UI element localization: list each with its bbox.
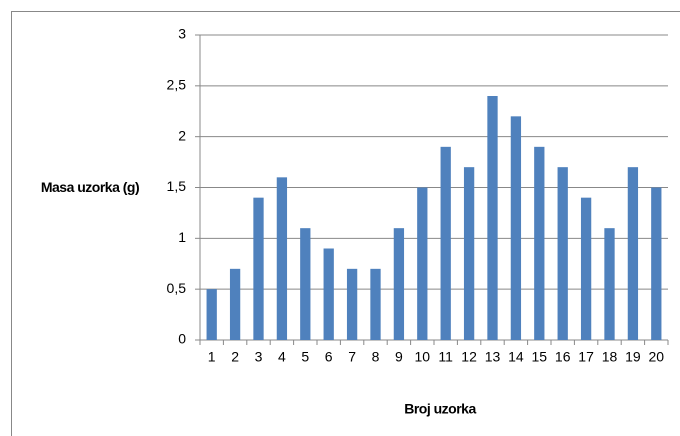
x-tick-label: 16 [555,349,571,365]
bar [370,268,381,340]
x-tick-label: 4 [278,349,286,365]
chart-border [11,11,680,436]
bar [651,187,662,340]
x-tick-label: 14 [508,349,524,365]
y-tick-label: 2 [178,127,186,143]
y-tick-label: 3 [178,26,186,42]
x-tick-label: 5 [301,349,309,365]
x-tick-label: 10 [415,349,431,365]
x-tick-label: 1 [208,349,216,365]
y-tick-label: 1,5 [167,178,187,194]
bar [253,197,264,340]
y-tick-label: 2,5 [167,77,187,93]
x-tick-label: 2 [231,349,239,365]
bar [206,289,217,340]
x-tick-label: 7 [348,349,356,365]
bar [229,268,241,340]
bar [604,228,615,340]
bar [510,116,522,340]
bar [346,268,358,340]
y-axis-label: Masa uzorka (g) [40,179,140,195]
bar [417,187,428,340]
y-tick-label: 0,5 [167,280,187,296]
bar [300,228,311,340]
x-tick-label: 13 [485,349,501,365]
bar [463,167,475,340]
x-tick-label: 19 [625,349,641,365]
bar [557,167,568,340]
x-tick-label: 3 [255,349,263,365]
bar [323,248,334,340]
x-tick-label: 15 [532,349,548,365]
bar [627,167,639,340]
x-tick-label: 17 [578,349,594,365]
bar [276,177,288,340]
y-tick-label: 0 [178,331,186,347]
x-tick-label: 11 [438,349,453,365]
bar [534,146,545,340]
x-tick-label: 20 [649,349,665,365]
bar [487,96,498,340]
x-tick-label: 8 [372,349,380,365]
x-tick-label: 9 [395,349,403,365]
y-tick-label: 1 [178,229,186,245]
x-tick-label: 12 [461,349,477,365]
x-axis-label: Broj uzorka [404,401,476,417]
x-tick-label: 6 [325,349,333,365]
bar [440,146,451,340]
x-tick-label: 18 [602,349,618,365]
bar [393,228,405,340]
bar [580,197,592,340]
